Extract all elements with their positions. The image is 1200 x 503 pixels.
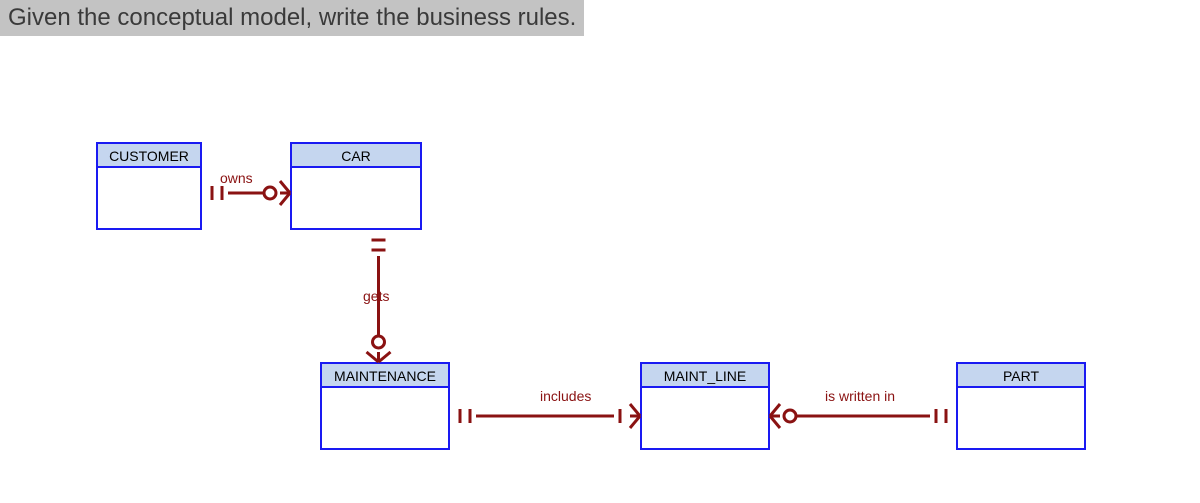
title-text: Given the conceptual model, write the bu… — [8, 4, 576, 31]
entity-maint-line-body — [642, 388, 768, 448]
entity-part-body — [958, 388, 1084, 448]
entity-maintenance-body — [322, 388, 448, 448]
entity-car-body — [292, 168, 420, 228]
entity-maintenance-header: MAINTENANCE — [322, 364, 448, 388]
entity-part-header: PART — [958, 364, 1084, 388]
entity-maint-line: MAINT_LINE — [640, 362, 770, 450]
entity-customer-body — [98, 168, 200, 228]
rel-label-includes: includes — [540, 388, 591, 404]
rel-label-owns: owns — [220, 170, 253, 186]
entity-customer: CUSTOMER — [96, 142, 202, 230]
rel-label-gets: gets — [363, 288, 389, 304]
page-title: Given the conceptual model, write the bu… — [0, 0, 584, 36]
entity-maintenance: MAINTENANCE — [320, 362, 450, 450]
entity-car: CAR — [290, 142, 422, 230]
entity-part: PART — [956, 362, 1086, 450]
entity-maint-line-header: MAINT_LINE — [642, 364, 768, 388]
entity-customer-header: CUSTOMER — [98, 144, 200, 168]
rel-label-is-written-in: is written in — [825, 388, 895, 404]
entity-car-header: CAR — [292, 144, 420, 168]
